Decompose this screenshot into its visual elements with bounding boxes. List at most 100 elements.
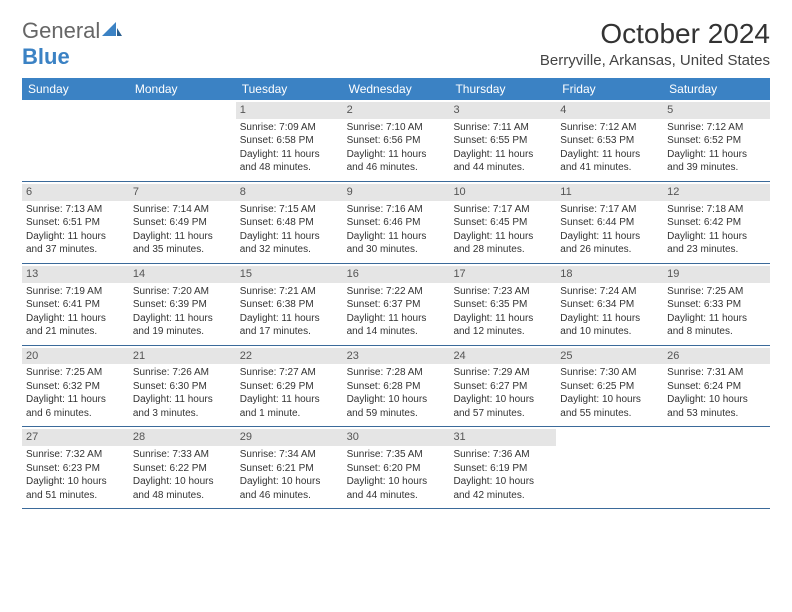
sunrise-text: Sunrise: 7:10 AM	[347, 121, 446, 135]
daylight-text: Daylight: 10 hours	[560, 393, 659, 407]
daylight-text: Daylight: 11 hours	[240, 148, 339, 162]
day-number: 13	[22, 266, 129, 283]
daylight-text: Daylight: 11 hours	[26, 312, 125, 326]
sunrise-text: Sunrise: 7:12 AM	[560, 121, 659, 135]
calendar-week: 1Sunrise: 7:09 AMSunset: 6:58 PMDaylight…	[22, 100, 770, 182]
location: Berryville, Arkansas, United States	[540, 52, 770, 69]
day-number: 2	[343, 102, 450, 119]
calendar-cell: 18Sunrise: 7:24 AMSunset: 6:34 PMDayligh…	[556, 264, 663, 345]
daylight-text: Daylight: 11 hours	[560, 230, 659, 244]
calendar-cell: 28Sunrise: 7:33 AMSunset: 6:22 PMDayligh…	[129, 427, 236, 508]
daylight-text: and 48 minutes.	[240, 161, 339, 175]
day-header: Monday	[129, 78, 236, 100]
day-number: 22	[236, 348, 343, 365]
sunrise-text: Sunrise: 7:34 AM	[240, 448, 339, 462]
sunrise-text: Sunrise: 7:26 AM	[133, 366, 232, 380]
day-number: 19	[663, 266, 770, 283]
daylight-text: Daylight: 11 hours	[453, 312, 552, 326]
day-header: Wednesday	[343, 78, 450, 100]
daylight-text: Daylight: 11 hours	[133, 312, 232, 326]
logo: General Blue	[22, 18, 122, 70]
calendar-cell-empty	[22, 100, 129, 181]
daylight-text: and 26 minutes.	[560, 243, 659, 257]
daylight-text: Daylight: 11 hours	[560, 312, 659, 326]
daylight-text: and 35 minutes.	[133, 243, 232, 257]
calendar-cell: 24Sunrise: 7:29 AMSunset: 6:27 PMDayligh…	[449, 346, 556, 427]
sunrise-text: Sunrise: 7:09 AM	[240, 121, 339, 135]
daylight-text: Daylight: 11 hours	[347, 230, 446, 244]
day-number: 26	[663, 348, 770, 365]
daylight-text: Daylight: 10 hours	[453, 393, 552, 407]
sunset-text: Sunset: 6:30 PM	[133, 380, 232, 394]
daylight-text: and 46 minutes.	[347, 161, 446, 175]
daylight-text: Daylight: 11 hours	[453, 230, 552, 244]
daylight-text: and 6 minutes.	[26, 407, 125, 421]
header: General Blue October 2024 Berryville, Ar…	[22, 18, 770, 70]
calendar-week: 13Sunrise: 7:19 AMSunset: 6:41 PMDayligh…	[22, 264, 770, 346]
daylight-text: and 48 minutes.	[133, 489, 232, 503]
calendar-cell: 4Sunrise: 7:12 AMSunset: 6:53 PMDaylight…	[556, 100, 663, 181]
daylight-text: Daylight: 11 hours	[347, 148, 446, 162]
daylight-text: and 42 minutes.	[453, 489, 552, 503]
daylight-text: Daylight: 11 hours	[667, 312, 766, 326]
daylight-text: Daylight: 10 hours	[26, 475, 125, 489]
sunset-text: Sunset: 6:37 PM	[347, 298, 446, 312]
daylight-text: and 41 minutes.	[560, 161, 659, 175]
sunset-text: Sunset: 6:41 PM	[26, 298, 125, 312]
logo-part2: Blue	[22, 44, 70, 69]
sunrise-text: Sunrise: 7:17 AM	[560, 203, 659, 217]
sunset-text: Sunset: 6:32 PM	[26, 380, 125, 394]
daylight-text: Daylight: 10 hours	[347, 393, 446, 407]
sunrise-text: Sunrise: 7:18 AM	[667, 203, 766, 217]
day-header: Friday	[556, 78, 663, 100]
calendar-cell: 11Sunrise: 7:17 AMSunset: 6:44 PMDayligh…	[556, 182, 663, 263]
day-number: 29	[236, 429, 343, 446]
sunrise-text: Sunrise: 7:25 AM	[26, 366, 125, 380]
daylight-text: Daylight: 11 hours	[347, 312, 446, 326]
sunset-text: Sunset: 6:28 PM	[347, 380, 446, 394]
sunset-text: Sunset: 6:33 PM	[667, 298, 766, 312]
calendar-cell-empty	[556, 427, 663, 508]
sunrise-text: Sunrise: 7:33 AM	[133, 448, 232, 462]
calendar-week: 6Sunrise: 7:13 AMSunset: 6:51 PMDaylight…	[22, 182, 770, 264]
calendar-cell: 15Sunrise: 7:21 AMSunset: 6:38 PMDayligh…	[236, 264, 343, 345]
sunset-text: Sunset: 6:55 PM	[453, 134, 552, 148]
day-number: 31	[449, 429, 556, 446]
sunrise-text: Sunrise: 7:30 AM	[560, 366, 659, 380]
sunrise-text: Sunrise: 7:21 AM	[240, 285, 339, 299]
calendar-week: 20Sunrise: 7:25 AMSunset: 6:32 PM Dayligh…	[22, 346, 770, 428]
daylight-text: and 1 minute.	[240, 407, 339, 421]
calendar-week: 27Sunrise: 7:32 AMSunset: 6:23 PMDayligh…	[22, 427, 770, 509]
day-number: 14	[129, 266, 236, 283]
daylight-text: Daylight: 10 hours	[240, 475, 339, 489]
daylight-text: Daylight: 11 hours	[667, 148, 766, 162]
sunset-text: Sunset: 6:51 PM	[26, 216, 125, 230]
sunrise-text: Sunrise: 7:22 AM	[347, 285, 446, 299]
calendar-cell: 30Sunrise: 7:35 AMSunset: 6:20 PMDayligh…	[343, 427, 450, 508]
daylight-text: and 57 minutes.	[453, 407, 552, 421]
logo-text: General Blue	[22, 18, 122, 70]
day-number: 20	[22, 348, 129, 365]
calendar-cell: 1Sunrise: 7:09 AMSunset: 6:58 PMDaylight…	[236, 100, 343, 181]
calendar-cell: 13Sunrise: 7:19 AMSunset: 6:41 PMDayligh…	[22, 264, 129, 345]
daylight-text: Daylight: 11 hours	[560, 148, 659, 162]
sunrise-text: Sunrise: 7:31 AM	[667, 366, 766, 380]
sunset-text: Sunset: 6:49 PM	[133, 216, 232, 230]
calendar-cell: 9Sunrise: 7:16 AMSunset: 6:46 PMDaylight…	[343, 182, 450, 263]
calendar-cell-empty	[663, 427, 770, 508]
day-number: 30	[343, 429, 450, 446]
calendar-cell: 29Sunrise: 7:34 AMSunset: 6:21 PMDayligh…	[236, 427, 343, 508]
day-header: Saturday	[663, 78, 770, 100]
day-number: 8	[236, 184, 343, 201]
daylight-text: and 14 minutes.	[347, 325, 446, 339]
sunrise-text: Sunrise: 7:12 AM	[667, 121, 766, 135]
day-number: 15	[236, 266, 343, 283]
sunset-text: Sunset: 6:39 PM	[133, 298, 232, 312]
sunset-text: Sunset: 6:58 PM	[240, 134, 339, 148]
day-number: 7	[129, 184, 236, 201]
daylight-text: Daylight: 10 hours	[347, 475, 446, 489]
logo-sail-icon	[102, 22, 122, 38]
daylight-text: and 17 minutes.	[240, 325, 339, 339]
sunset-text: Sunset: 6:48 PM	[240, 216, 339, 230]
calendar-cell: 6Sunrise: 7:13 AMSunset: 6:51 PMDaylight…	[22, 182, 129, 263]
